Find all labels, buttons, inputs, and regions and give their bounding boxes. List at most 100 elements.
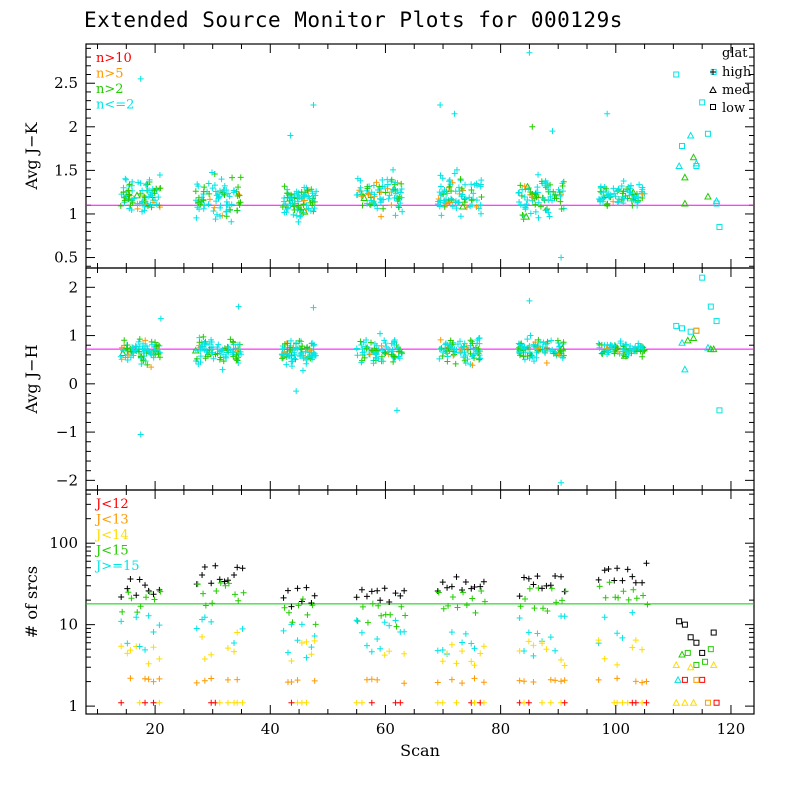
- data-point: [192, 347, 199, 354]
- count-j15: [463, 602, 470, 609]
- glat-med-point: [681, 199, 689, 207]
- data-point: [453, 166, 460, 173]
- count-j15: [440, 605, 447, 612]
- data-point: [371, 340, 378, 347]
- data-point: [606, 193, 613, 200]
- count-total: [358, 586, 365, 593]
- count-total: [643, 560, 650, 567]
- data-point: [440, 191, 447, 198]
- data-point: [236, 202, 243, 209]
- data-point: [313, 188, 320, 195]
- glat-med-point: [681, 365, 689, 373]
- count-j15: [398, 603, 405, 610]
- data-point: [451, 346, 458, 353]
- data-point: [521, 183, 528, 190]
- data-point: [228, 218, 235, 225]
- data-point: [448, 188, 455, 195]
- data-point: [543, 359, 550, 366]
- data-point: [445, 184, 452, 191]
- glat-count: [681, 676, 688, 683]
- count-j13: [294, 677, 301, 684]
- count-jge15: [377, 645, 384, 652]
- count-j15: [481, 598, 488, 605]
- count-jge15: [156, 622, 163, 629]
- count-j14: [118, 643, 125, 650]
- data-point: [235, 360, 242, 367]
- data-point: [559, 183, 566, 190]
- count-total: [133, 592, 140, 599]
- count-j15: [312, 621, 319, 628]
- data-point: [126, 191, 133, 198]
- data-point: [229, 174, 236, 181]
- data-point: [532, 208, 539, 215]
- data-point: [287, 201, 294, 208]
- legend-glyph-label: glat: [722, 46, 748, 61]
- data-point: [153, 201, 160, 208]
- data-point: [202, 355, 209, 362]
- data-point: [298, 195, 305, 202]
- data-point: [372, 350, 379, 357]
- data-point: [216, 348, 223, 355]
- data-point: [391, 186, 398, 193]
- data-point: [555, 343, 562, 350]
- data-point: [284, 205, 291, 212]
- plot-frame: [85, 489, 755, 715]
- data-point: [611, 190, 618, 197]
- data-point: [475, 346, 482, 353]
- count-total: [397, 592, 404, 599]
- data-point: [197, 359, 204, 366]
- count-j15: [435, 589, 442, 596]
- count-j13: [224, 676, 231, 683]
- count-total: [381, 585, 388, 592]
- count-total: [124, 585, 131, 592]
- count-j15: [553, 599, 560, 606]
- glat-med-point: [678, 338, 686, 346]
- data-point: [217, 204, 224, 211]
- data-point: [292, 356, 299, 363]
- count-j15: [522, 596, 529, 603]
- data-point: [392, 179, 399, 186]
- count-j13: [521, 678, 528, 685]
- data-point: [134, 205, 141, 212]
- data-point: [476, 355, 483, 362]
- glat-count: [684, 649, 691, 656]
- data-point: [378, 353, 385, 360]
- outlier-point: [393, 407, 400, 414]
- data-point: [213, 198, 220, 205]
- data-point: [447, 337, 454, 344]
- count-j15: [202, 602, 209, 609]
- data-point: [441, 197, 448, 204]
- count-j15: [194, 581, 201, 588]
- data-point: [301, 184, 308, 191]
- data-point: [392, 212, 399, 219]
- count-total: [368, 588, 375, 595]
- data-point: [148, 204, 155, 211]
- data-point: [542, 177, 549, 184]
- data-point: [595, 340, 602, 347]
- data-point: [596, 344, 603, 351]
- count-total: [303, 584, 310, 591]
- data-point: [377, 199, 384, 206]
- data-point: [440, 349, 447, 356]
- data-point: [532, 201, 539, 208]
- glat-med-point: [689, 333, 698, 341]
- count-j15: [225, 580, 232, 587]
- data-point: [368, 197, 375, 204]
- count-j15: [375, 602, 382, 609]
- count-j15: [209, 600, 216, 607]
- legend-entry: n>2: [96, 82, 124, 97]
- data-point: [450, 352, 457, 359]
- glat-low-point: [673, 322, 680, 329]
- y-tick-label: 0: [68, 375, 78, 393]
- data-point: [610, 185, 617, 192]
- data-point: [118, 356, 125, 363]
- count-j14: [558, 656, 565, 663]
- data-point: [436, 189, 443, 196]
- outlier-point: [451, 110, 458, 117]
- data-point: [380, 358, 387, 365]
- glat-low-point: [704, 130, 711, 137]
- count-total: [525, 575, 532, 582]
- data-point: [601, 194, 608, 201]
- legend-entry: n>10: [96, 51, 132, 66]
- y-axis-label: # of srcs: [22, 566, 41, 638]
